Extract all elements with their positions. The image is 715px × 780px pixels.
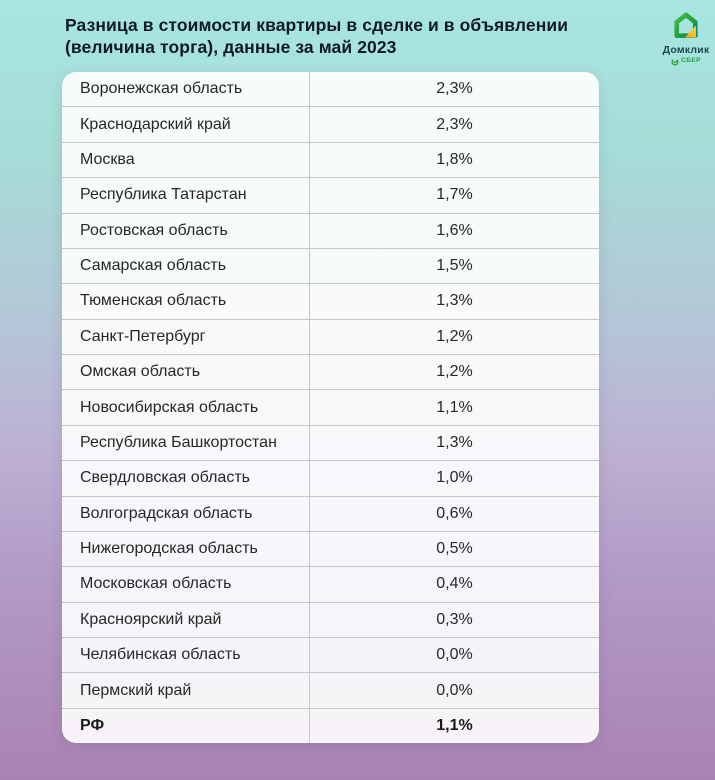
table-row: Московская область 0,4%	[62, 566, 599, 602]
table-row: Ростовская область 1,6%	[62, 212, 599, 248]
region-cell: Тюменская область	[62, 284, 310, 319]
value-cell: 1,0%	[436, 469, 473, 487]
value-cell: 1,2%	[436, 327, 473, 345]
value-cell: 1,8%	[436, 150, 473, 168]
table-row: Тюменская область 1,3%	[62, 283, 599, 319]
bargain-table: Воронежская область 2,3% Краснодарский кра…	[62, 72, 599, 743]
table-row: Пермский край 0,0%	[62, 672, 599, 708]
region-cell: Пермский край	[62, 673, 310, 708]
region-cell: Ростовская область	[62, 213, 310, 248]
region-cell: Челябинская область	[62, 638, 310, 673]
value-cell: 1,1%	[436, 398, 473, 416]
table-row: Республика Татарстан 1,7%	[62, 177, 599, 213]
region-cell: РФ	[62, 708, 310, 743]
table-row: Краснодарский край 2,3%	[62, 106, 599, 142]
region-cell: Волгоградская область	[62, 496, 310, 531]
region-cell: Санкт-Петербург	[62, 319, 310, 354]
title-line-1: Разница в стоимости квартиры в сделке и …	[65, 15, 569, 35]
table-row: Нижегородская область 0,5%	[62, 530, 599, 567]
region-cell: Красноярский край	[62, 602, 310, 637]
region-cell: Свердловская область	[62, 461, 310, 496]
sber-circle-icon	[671, 57, 679, 66]
domclick-house-icon	[674, 12, 698, 38]
value-cell: 0,0%	[436, 646, 473, 664]
domclick-logo: Домклик СБЕР	[657, 9, 715, 66]
region-cell: Новосибирская область	[62, 390, 310, 425]
table-row: Новосибирская область 1,1%	[62, 389, 599, 425]
value-cell: 0,0%	[436, 681, 473, 699]
table-row: Москва 1,8%	[62, 141, 599, 178]
value-cell: 1,6%	[436, 221, 473, 239]
region-cell: Омская область	[62, 355, 310, 390]
value-cell: 0,6%	[436, 504, 473, 522]
region-cell: Самарская область	[62, 248, 310, 284]
table-row: Самарская область 1,5%	[62, 247, 599, 284]
region-cell: Воронежская область	[62, 72, 310, 107]
value-cell: 0,5%	[436, 540, 473, 558]
table-row: Свердловская область 1,0%	[62, 460, 599, 496]
value-cell: 1,7%	[436, 186, 473, 204]
table-row: Республика Башкортостан 1,3%	[62, 424, 599, 461]
title-line-2: (величина торга), данные за май 2023	[65, 37, 397, 57]
value-cell: 1,3%	[436, 433, 473, 451]
sber-wordmark: СБЕР	[681, 57, 701, 65]
region-cell: Нижегородская область	[62, 531, 310, 567]
domclick-wordmark: Домклик	[662, 44, 710, 56]
table-row: Челябинская область 0,0%	[62, 637, 599, 673]
table-row: Санкт-Петербург 1,2%	[62, 318, 599, 354]
region-cell: Республика Башкортостан	[62, 425, 310, 461]
region-cell: Краснодарский край	[62, 107, 310, 142]
table-row: Воронежская область 2,3%	[62, 72, 599, 107]
value-cell: 2,3%	[436, 80, 473, 98]
value-cell: 0,4%	[436, 575, 473, 593]
value-cell: 0,3%	[436, 610, 473, 628]
region-cell: Москва	[62, 142, 310, 178]
sber-lockup: СБЕР	[657, 58, 715, 66]
value-cell: 1,2%	[436, 363, 473, 381]
table-row: Красноярский край 0,3%	[62, 601, 599, 637]
table-row: Омская область 1,2%	[62, 354, 599, 390]
page-title: Разница в стоимости квартиры в сделке и …	[65, 14, 568, 58]
region-cell: Республика Татарстан	[62, 178, 310, 213]
value-cell: 1,5%	[436, 257, 473, 275]
value-cell: 2,3%	[436, 115, 473, 133]
value-cell: 1,3%	[436, 292, 473, 310]
value-cell: 1,1%	[436, 716, 473, 734]
table-row-total: РФ 1,1%	[62, 707, 599, 743]
table-row: Волгоградская область 0,6%	[62, 495, 599, 531]
region-cell: Московская область	[62, 567, 310, 602]
